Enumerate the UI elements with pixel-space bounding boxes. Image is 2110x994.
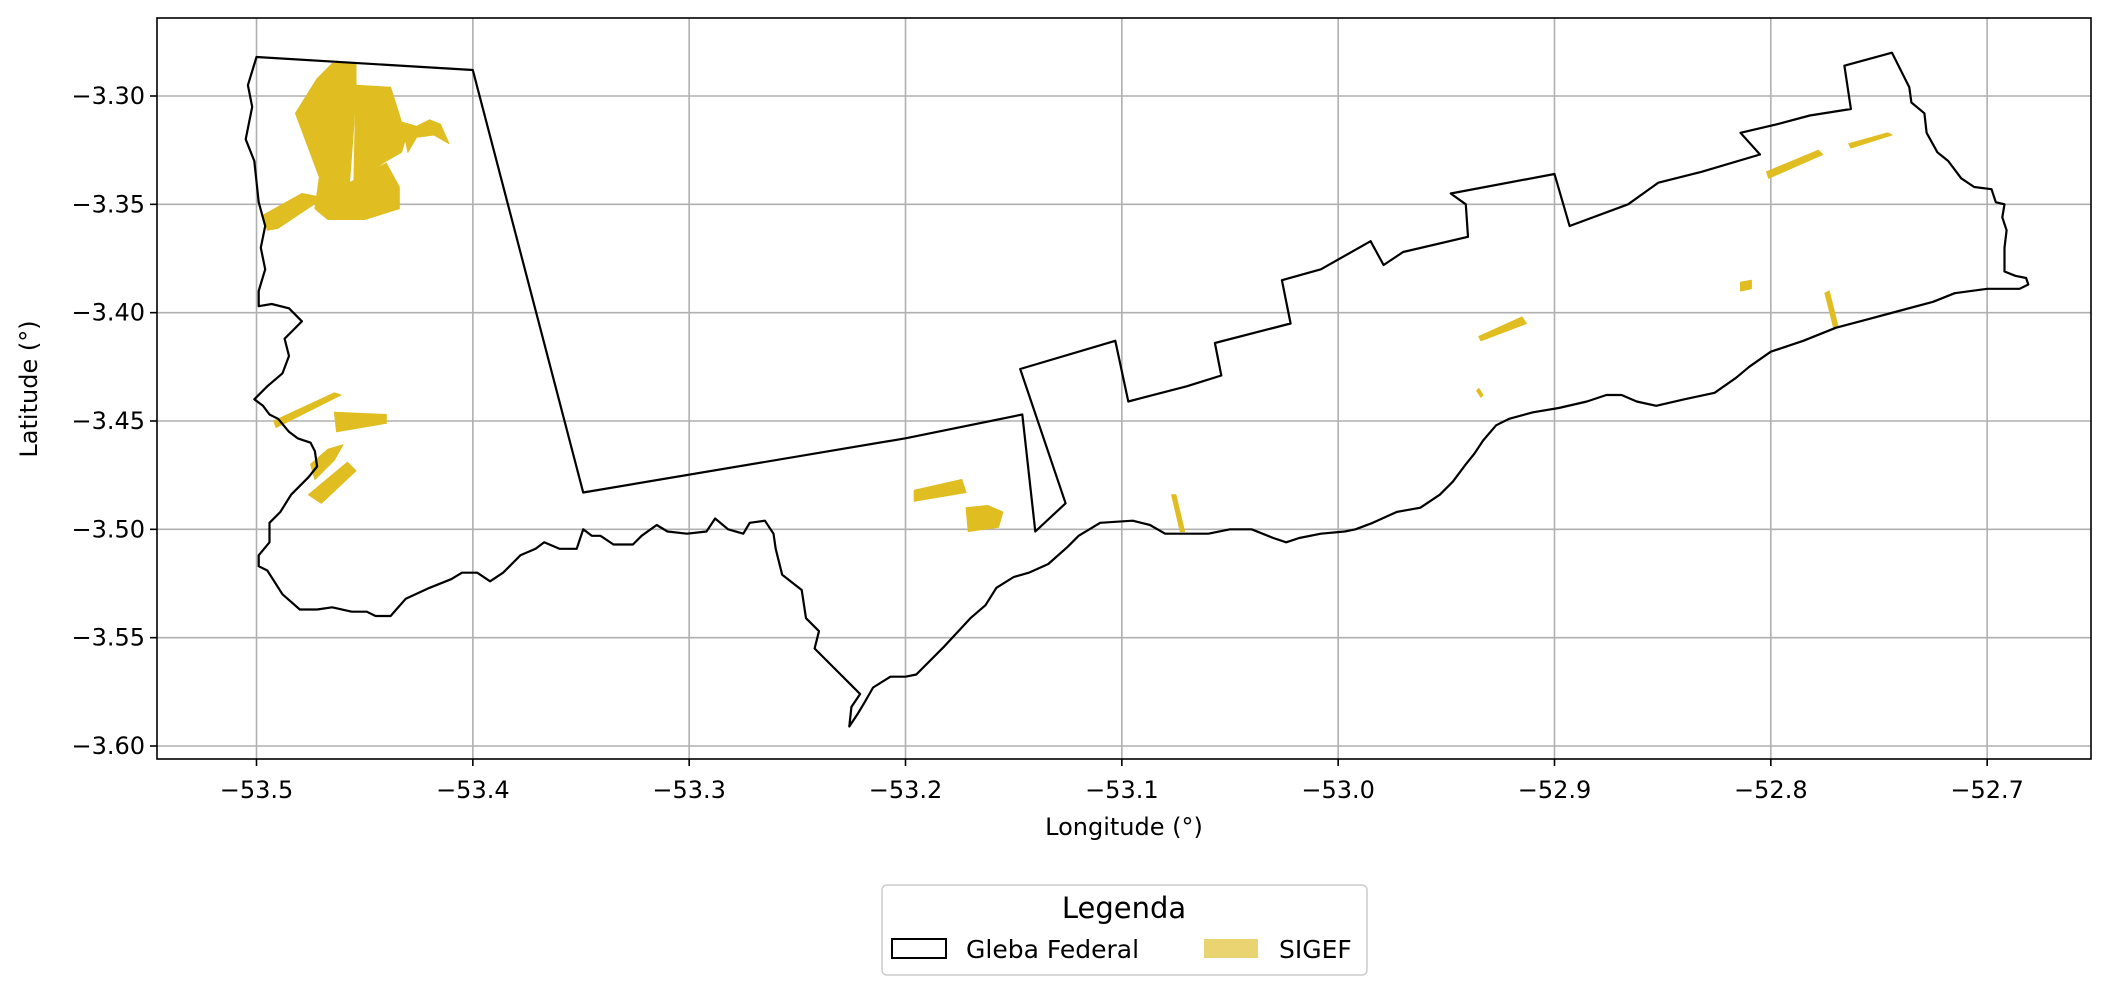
sigef-parcel (1740, 279, 1752, 292)
x-axis-title: Longitude (°) (1045, 813, 1203, 841)
x-tick-label: −53.0 (1301, 776, 1375, 804)
legend-title: Legenda (1062, 891, 1186, 925)
sigef-parcel (307, 461, 357, 504)
gleba-federal-layer (244, 51, 2030, 728)
x-tick-label: −53.2 (869, 776, 943, 804)
sigef-parcel (1476, 388, 1484, 398)
legend-label-gleba-federal: Gleba Federal (966, 935, 1139, 964)
gridlines (157, 18, 2091, 759)
y-tick-label: −3.55 (71, 624, 145, 652)
sigef-parcel (913, 479, 967, 502)
x-tick-label: −52.9 (1518, 776, 1592, 804)
y-tick-label: −3.35 (71, 190, 145, 218)
sigef-parcel (262, 193, 325, 231)
legend-swatch-gleba-federal (891, 938, 947, 959)
x-tick-label: −53.5 (220, 776, 294, 804)
plot-frame (156, 17, 2092, 760)
sigef-parcel (1848, 132, 1893, 149)
sigef-parcel (273, 392, 342, 428)
x-tick-label: −52.8 (1734, 776, 1808, 804)
sigef-parcel (1171, 494, 1186, 532)
x-tick-label: −53.3 (652, 776, 726, 804)
sigef-layer (262, 63, 1893, 532)
sigef-parcel (965, 505, 1004, 532)
x-tick-label: −53.4 (436, 776, 510, 804)
sigef-parcel (333, 411, 387, 433)
legend-swatch-sigef (1204, 939, 1258, 958)
y-tick-label: −3.50 (71, 515, 145, 543)
x-tick-label: −53.1 (1085, 776, 1159, 804)
y-tick-label: −3.40 (71, 299, 145, 327)
y-tick-label: −3.45 (71, 407, 145, 435)
sigef-parcel (1824, 290, 1839, 329)
sigef-parcel (314, 162, 400, 220)
axis-ticks: −53.5 −53.4 −53.3 −53.2 −53.1 −53.0 −52.9 −52.8… (71, 82, 2023, 804)
sigef-parcel (1766, 149, 1824, 179)
gleba-federal-boundary (244, 51, 2030, 728)
x-tick-label: −52.7 (1950, 776, 2024, 804)
legend: Legenda Gleba Federal SIGEF (881, 884, 1368, 976)
y-tick-label: −3.60 (71, 732, 145, 760)
sigef-parcel (401, 119, 450, 153)
sigef-parcel (1478, 316, 1527, 342)
sigef-parcel (310, 444, 344, 480)
y-tick-label: −3.30 (71, 82, 145, 110)
y-axis-title: Latitude (°) (15, 320, 43, 457)
legend-label-sigef: SIGEF (1279, 935, 1352, 964)
